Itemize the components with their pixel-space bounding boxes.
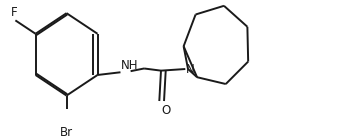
Text: O: O (161, 104, 170, 117)
Text: Br: Br (60, 126, 73, 139)
Text: F: F (11, 6, 17, 19)
Text: N: N (186, 63, 194, 75)
Text: NH: NH (121, 59, 139, 72)
